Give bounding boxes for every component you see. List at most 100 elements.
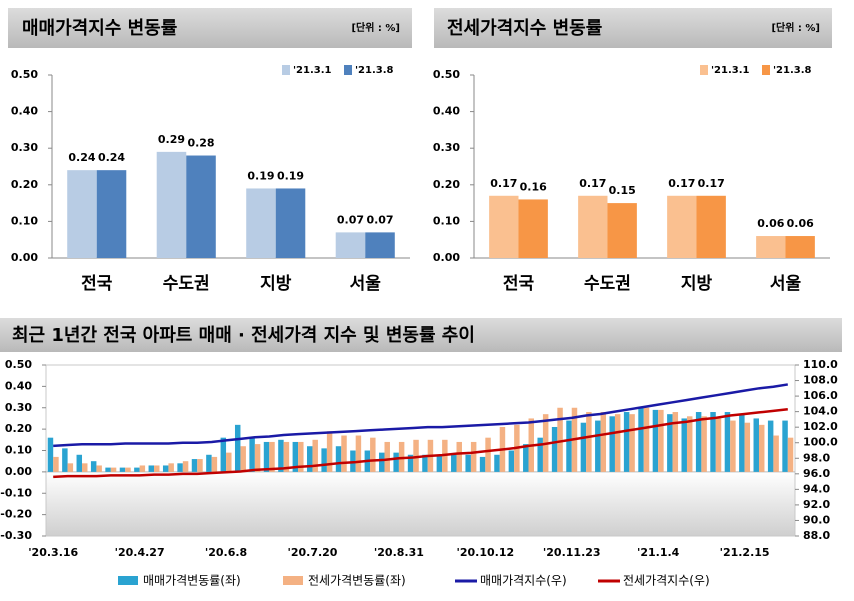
x-tick-label: '20.4.27: [115, 546, 165, 559]
y-tick-label: 0.30: [5, 401, 32, 414]
legend-swatch: [344, 65, 352, 75]
bar: [168, 463, 174, 472]
category-label: 수도권: [584, 274, 631, 294]
bar: [263, 441, 270, 472]
bar: [609, 416, 615, 472]
bar: [355, 435, 362, 472]
bar: [321, 448, 327, 472]
bar: [278, 439, 284, 472]
y2-tick-label: 102.0: [803, 420, 838, 433]
y2-tick-label: 108.0: [803, 374, 838, 387]
bar: [240, 446, 246, 472]
category-label: 전국: [81, 274, 113, 294]
bar: [785, 236, 815, 258]
bar: [53, 456, 59, 472]
bar: [90, 461, 97, 472]
x-tick-label: '20.11.23: [543, 546, 601, 559]
y2-tick-label: 100.0: [803, 436, 838, 449]
y-tick-label: -0.10: [0, 486, 32, 499]
y2-tick-label: 94.0: [803, 482, 830, 495]
value-label: 0.24: [68, 151, 95, 164]
y-tick-label: 0.20: [433, 178, 460, 191]
value-label: 0.07: [366, 213, 393, 226]
category-label: 수도권: [163, 274, 210, 294]
bar: [96, 170, 127, 258]
bar: [758, 424, 765, 472]
y2-tick-label: 98.0: [803, 451, 830, 464]
y2-tick-label: 104.0: [803, 405, 838, 418]
x-tick-label: '21.1.4: [637, 546, 680, 559]
bar: [494, 454, 500, 472]
bar: [76, 454, 83, 472]
bar: [451, 454, 457, 472]
bar: [456, 441, 462, 472]
value-label: 0.06: [757, 217, 784, 230]
bar: [234, 424, 241, 472]
y-tick-label: 0.40: [433, 105, 460, 118]
bar: [607, 203, 637, 258]
value-label: 0.19: [277, 169, 304, 182]
bar: [773, 435, 779, 472]
y-tick-label: -0.30: [0, 529, 32, 542]
y-tick-label: 0.10: [433, 214, 460, 227]
value-label: 0.16: [520, 180, 547, 193]
bar: [335, 232, 366, 258]
bar: [365, 232, 395, 258]
chart-title: 최근 1년간 전국 아파트 매매 · 전세가격 지수 및 변동률 추이: [12, 325, 475, 346]
bar: [82, 463, 88, 472]
legend-swatch: [118, 576, 138, 585]
value-label: 0.07: [337, 213, 364, 226]
bar: [105, 467, 111, 472]
legend-swatch: [700, 65, 708, 75]
y-tick-label: 0.30: [11, 141, 38, 154]
bar: [782, 420, 788, 472]
bar: [643, 407, 650, 472]
value-label: 0.15: [609, 184, 636, 197]
title-bar: [8, 8, 412, 48]
chart-title: 매매가격지수 변동률: [22, 18, 177, 39]
legend-label: '21.3.1: [293, 65, 332, 76]
legend-swatch: [282, 65, 290, 75]
bar: [162, 465, 169, 472]
unit-label: [단위 : %]: [771, 21, 820, 34]
bar: [479, 456, 486, 472]
bar: [197, 459, 203, 472]
bar: [148, 465, 155, 472]
x-tick-label: '21.2.15: [720, 546, 770, 559]
legend-label: '21.3.8: [773, 65, 812, 76]
x-tick-label: '20.10.12: [456, 546, 514, 559]
category-label: 서울: [350, 274, 382, 294]
legend-swatch: [762, 65, 770, 75]
bar: [96, 465, 102, 472]
y-tick-label: 0.20: [5, 422, 32, 435]
bar: [701, 416, 707, 472]
bar: [595, 420, 601, 472]
y-tick-label: 0.50: [11, 68, 38, 81]
y2-tick-label: 106.0: [803, 389, 838, 402]
bar: [578, 195, 608, 258]
x-tick-label: '20.3.16: [28, 546, 78, 559]
value-label: 0.17: [668, 177, 695, 190]
y2-tick-label: 92.0: [803, 498, 830, 511]
y-tick-label: -0.20: [0, 508, 32, 521]
bar: [638, 407, 644, 472]
y-tick-label: 0.00: [11, 251, 38, 264]
bar: [724, 412, 731, 472]
bar: [614, 414, 621, 472]
bar: [739, 414, 745, 472]
bar: [249, 437, 255, 472]
bar: [139, 465, 146, 472]
category-label: 지방: [681, 274, 713, 294]
y-tick-label: 0.40: [11, 105, 38, 118]
value-label: 0.17: [579, 177, 606, 190]
bar: [667, 414, 673, 472]
bar: [62, 448, 68, 472]
y-tick-label: 0.40: [5, 379, 32, 392]
bar: [269, 441, 275, 472]
line: [53, 383, 788, 448]
bar: [191, 459, 198, 472]
legend-label: 전세가격지수(우): [623, 574, 710, 588]
bar: [370, 437, 376, 472]
legend-label: 매매가격지수(우): [480, 574, 567, 588]
